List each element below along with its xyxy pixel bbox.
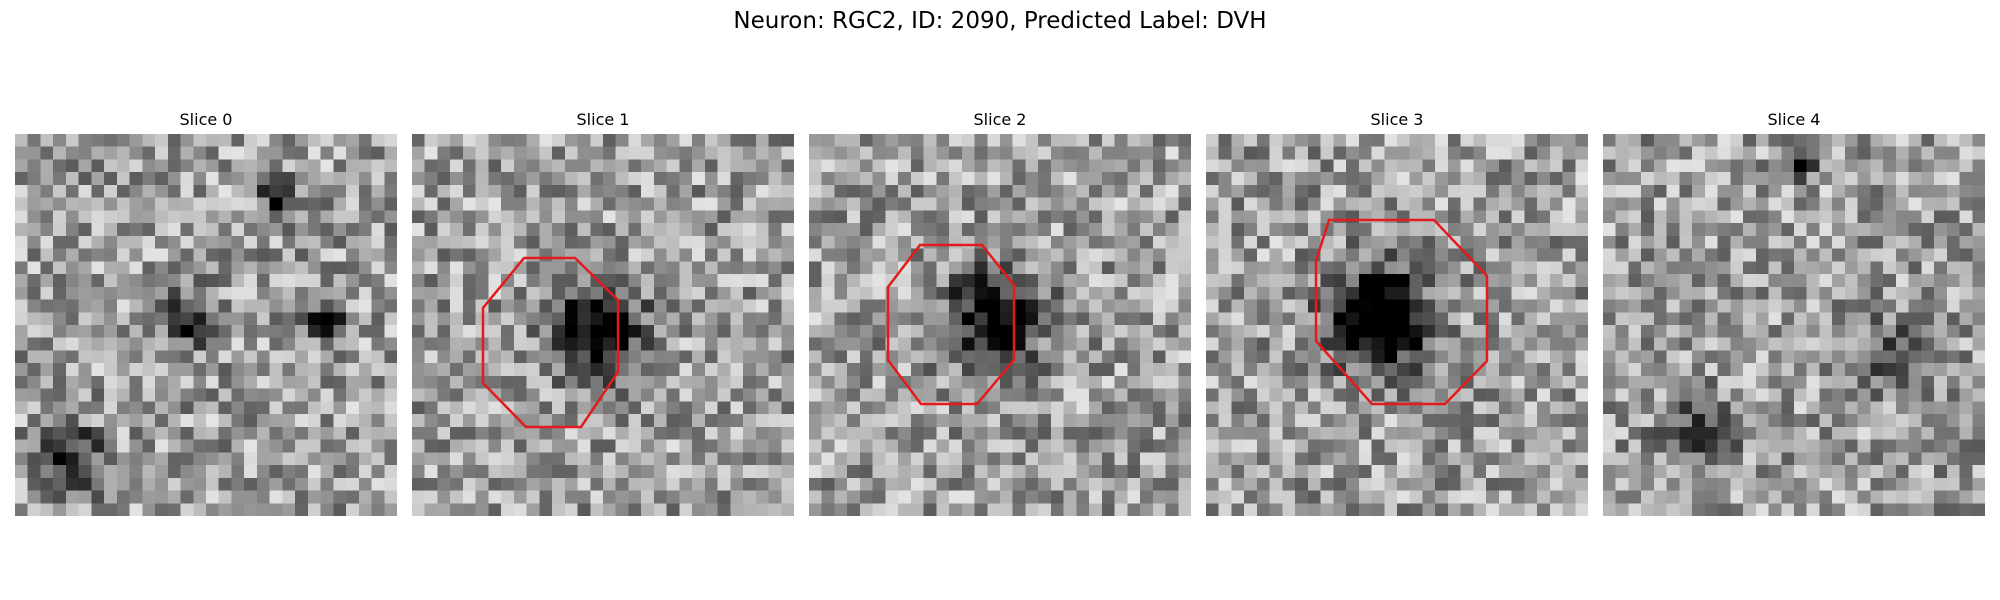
slice-image-0 [15, 134, 397, 516]
slice-image-3 [1206, 134, 1588, 516]
slice-image-4 [1603, 134, 1985, 516]
panel-title-1: Slice 1 [576, 110, 630, 129]
panel-title-0: Slice 0 [179, 110, 233, 129]
slice-panel-4 [1603, 134, 1985, 516]
slice-panel-1 [412, 134, 794, 516]
slice-panel-0 [15, 134, 397, 516]
slice-panel-2 [809, 134, 1191, 516]
figure-title: Neuron: RGC2, ID: 2090, Predicted Label:… [733, 8, 1267, 34]
slice-image-1 [412, 134, 794, 516]
panel-title-3: Slice 3 [1370, 110, 1424, 129]
panel-title-4: Slice 4 [1767, 110, 1821, 129]
slice-image-2 [809, 134, 1191, 516]
panel-title-2: Slice 2 [973, 110, 1027, 129]
slice-panel-3 [1206, 134, 1588, 516]
